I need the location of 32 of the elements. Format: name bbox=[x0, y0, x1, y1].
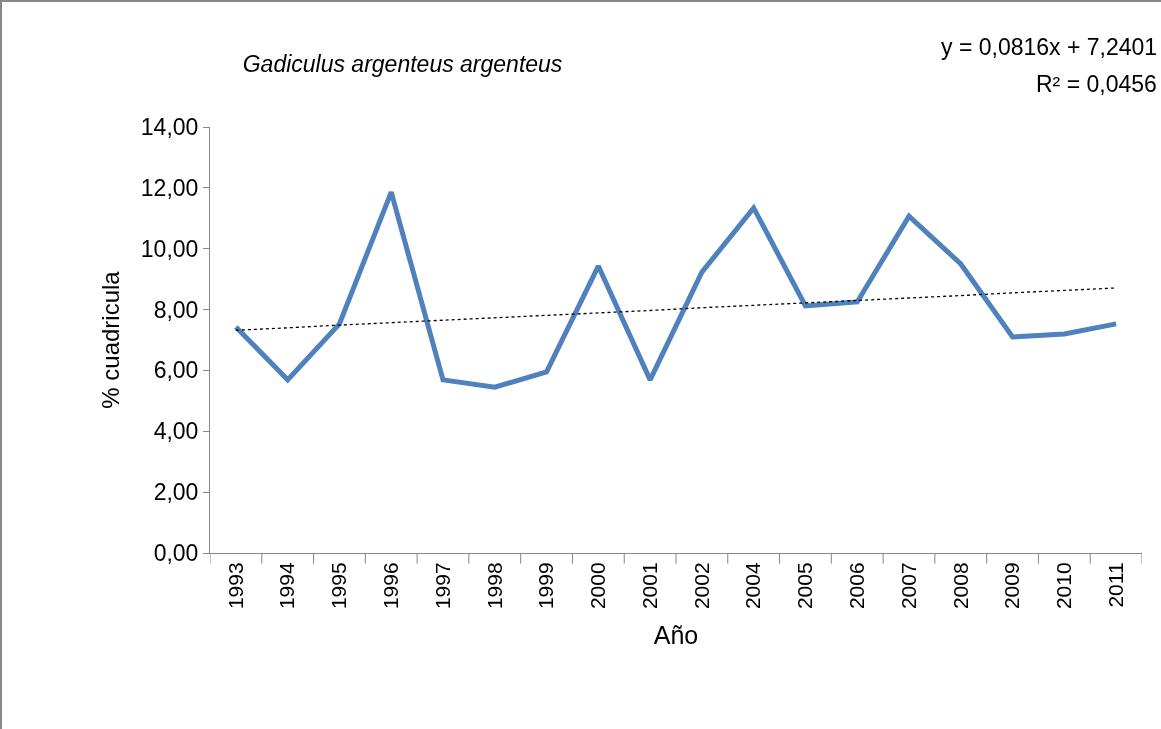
x-tick-label: 1993 bbox=[223, 562, 247, 610]
x-tick-label: 1994 bbox=[275, 562, 299, 610]
text: y = 0,0816x + 7,2401 bbox=[941, 34, 1158, 60]
x-tick-label: 2004 bbox=[741, 562, 765, 610]
y-tick-label: 0,00 bbox=[153, 540, 199, 567]
x-tick-label: 1995 bbox=[327, 562, 351, 610]
x-tick-label: 2008 bbox=[948, 562, 972, 610]
x-axis-title: Año bbox=[653, 621, 699, 650]
y-tick-label: 4,00 bbox=[153, 418, 199, 445]
y-tick-label: 2,00 bbox=[153, 479, 199, 506]
y-tick-label: 8,00 bbox=[153, 296, 199, 323]
x-tick-label: 2010 bbox=[1052, 562, 1076, 610]
y-tick-label: 6,00 bbox=[153, 357, 199, 384]
x-tick-label: 2007 bbox=[896, 562, 920, 610]
x-tick-label: 2001 bbox=[637, 562, 661, 610]
chart-title: Gadiculus argenteus argenteus bbox=[242, 51, 563, 78]
x-tick-label: 2000 bbox=[586, 562, 610, 610]
x-tick-label: 1997 bbox=[430, 562, 454, 610]
x-tick-label: 1999 bbox=[534, 562, 558, 610]
y-tick-label: 10,00 bbox=[140, 235, 199, 262]
x-tick-label: 2006 bbox=[845, 562, 869, 610]
line-series bbox=[235, 287, 1117, 331]
x-tick-label: 2011 bbox=[1103, 562, 1127, 608]
y-tick-label: 12,00 bbox=[140, 174, 199, 201]
x-tick-label: 2005 bbox=[793, 562, 817, 610]
y-axis-title: % cuadricula bbox=[96, 270, 124, 409]
text: R² = 0,0456 bbox=[1036, 71, 1157, 97]
x-tick-label: 2002 bbox=[689, 562, 713, 610]
y-tick-label: 14,00 bbox=[140, 114, 199, 141]
x-tick-label: 2009 bbox=[1000, 562, 1024, 610]
x-tick-label: 1996 bbox=[379, 562, 403, 610]
x-tick-label: 1998 bbox=[482, 562, 506, 610]
